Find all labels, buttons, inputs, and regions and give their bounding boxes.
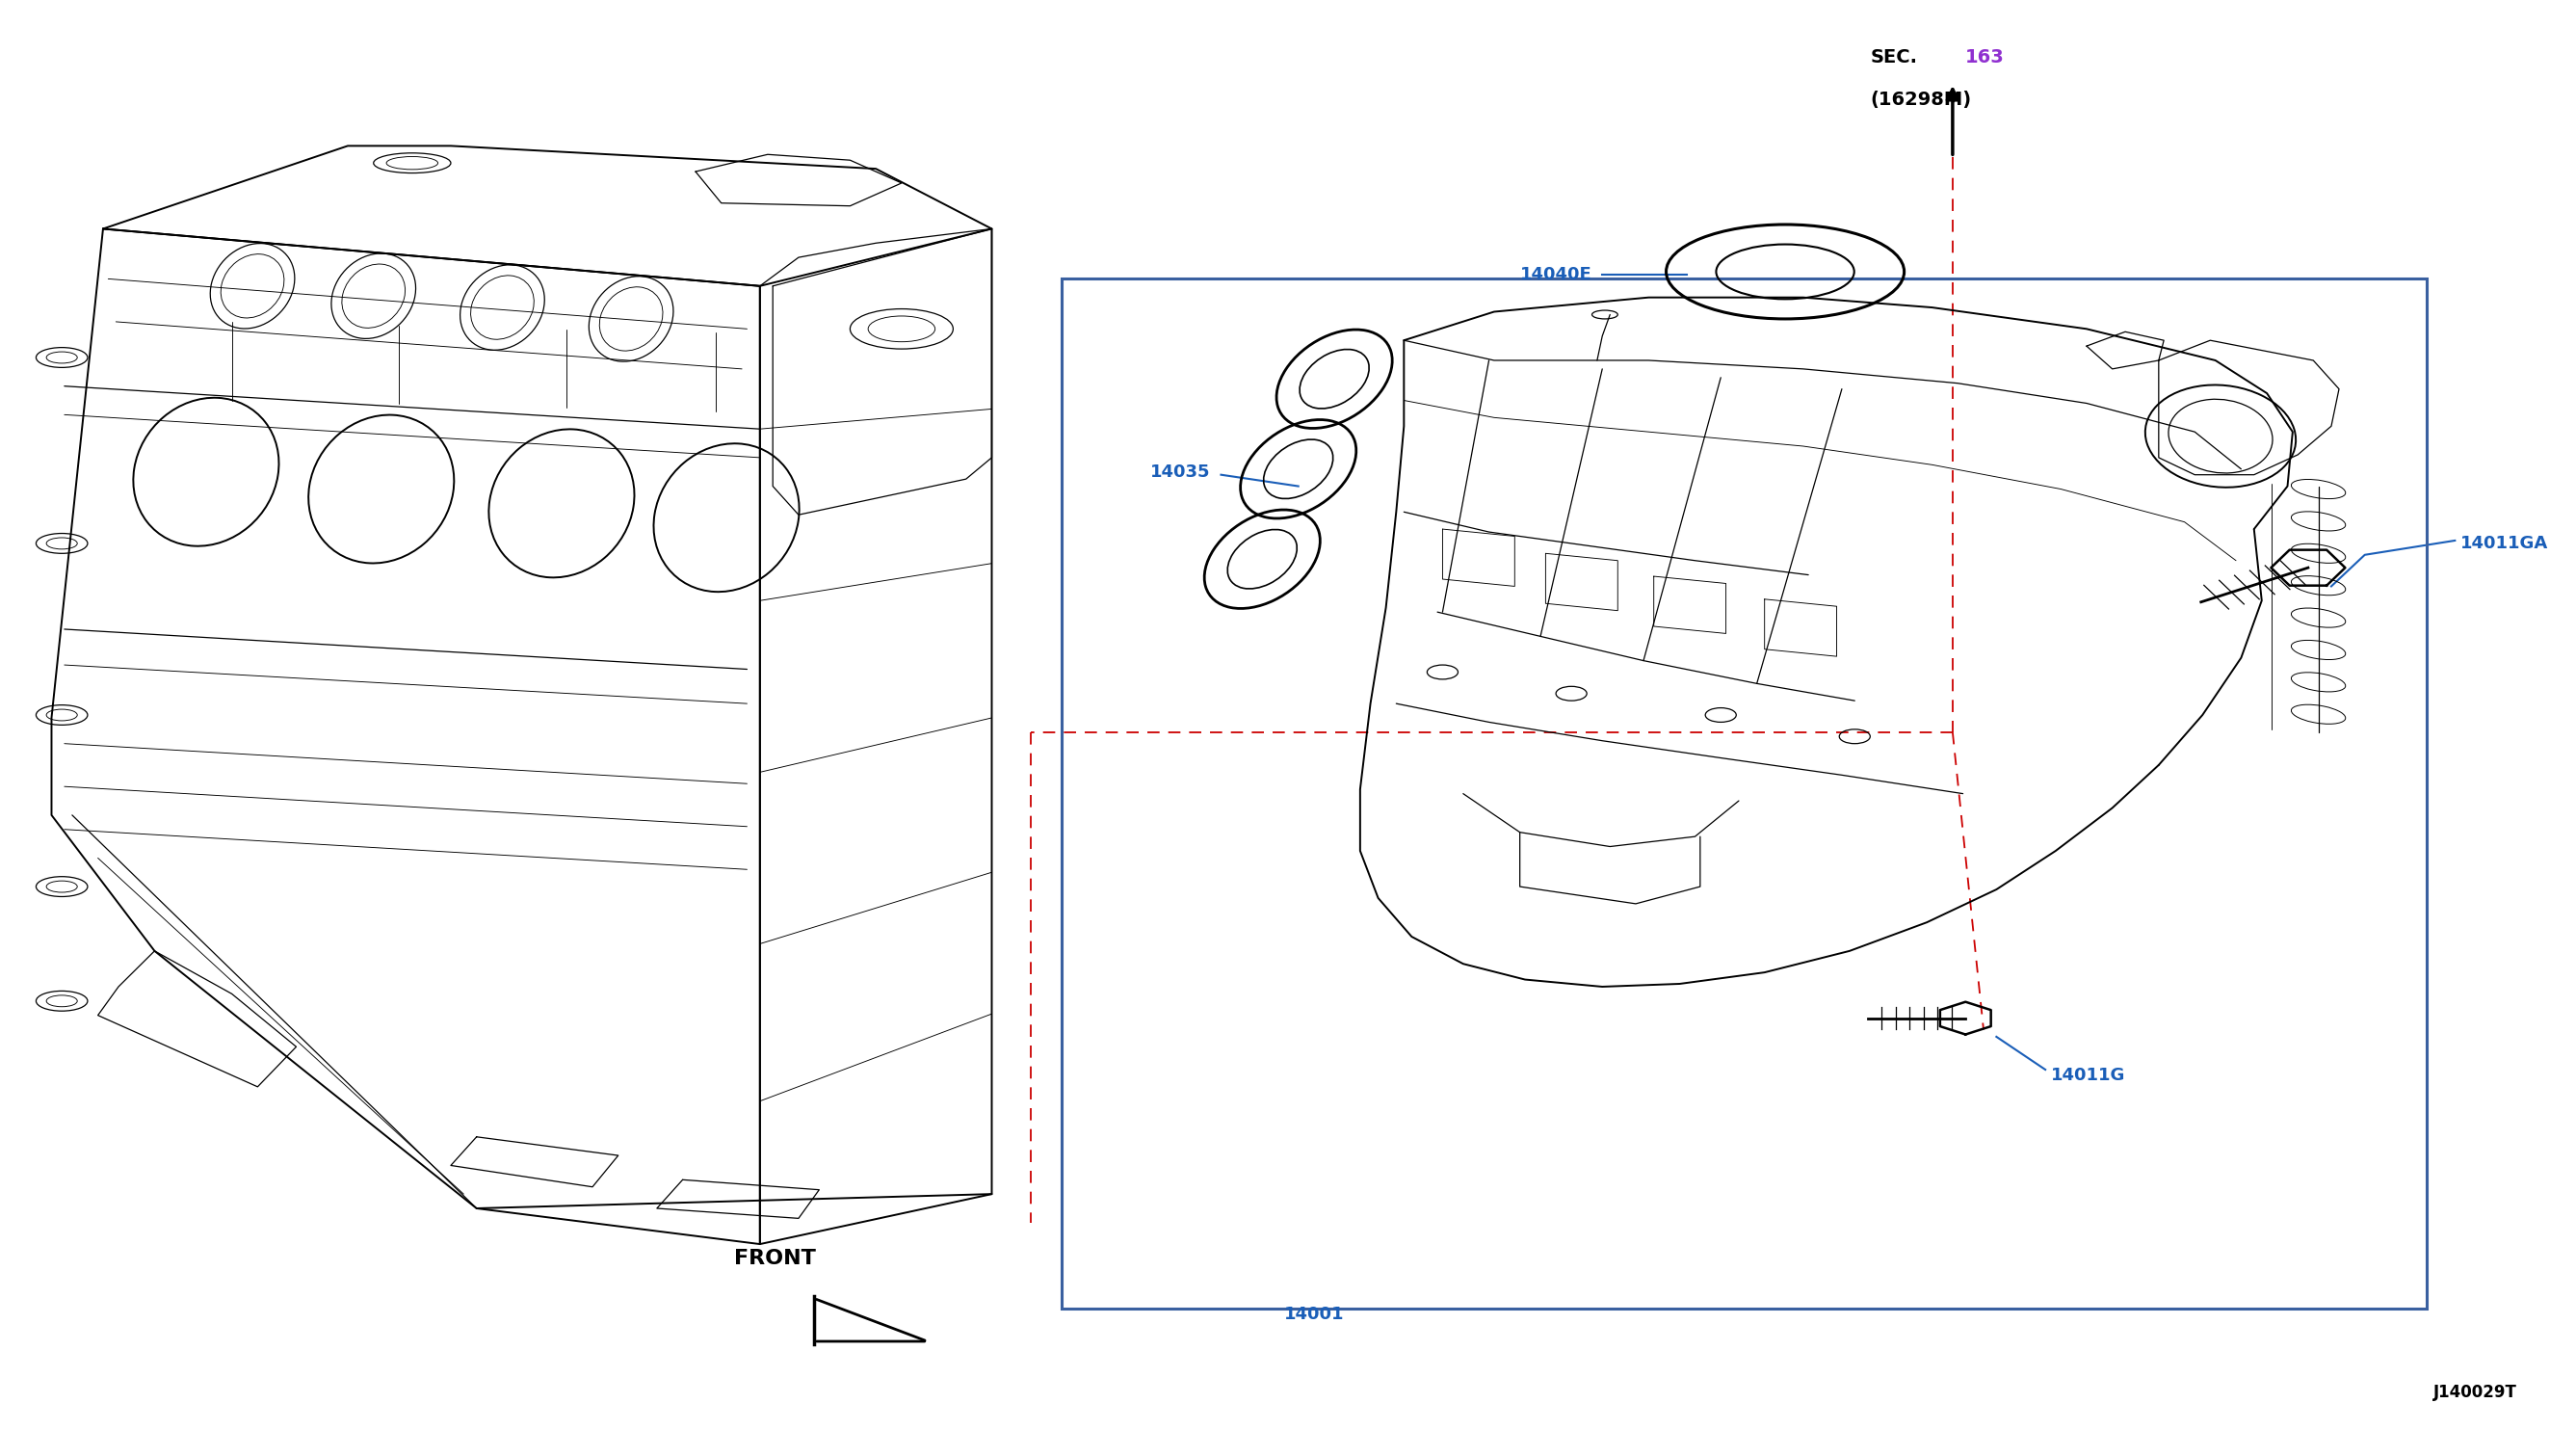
Text: 163: 163 xyxy=(1965,49,2004,66)
Text: 14035: 14035 xyxy=(1151,463,1211,480)
Bar xyxy=(1061,279,2427,1308)
Text: FRONT: FRONT xyxy=(734,1248,817,1268)
Text: SEC.: SEC. xyxy=(1870,49,1917,66)
Text: 14001: 14001 xyxy=(1283,1306,1345,1323)
Text: 14040E: 14040E xyxy=(1520,266,1592,283)
Text: 14011GA: 14011GA xyxy=(2460,535,2548,552)
Text: (16298M): (16298M) xyxy=(1870,92,1971,109)
Text: 14011G: 14011G xyxy=(2050,1067,2125,1084)
Text: J140029T: J140029T xyxy=(2434,1384,2517,1401)
